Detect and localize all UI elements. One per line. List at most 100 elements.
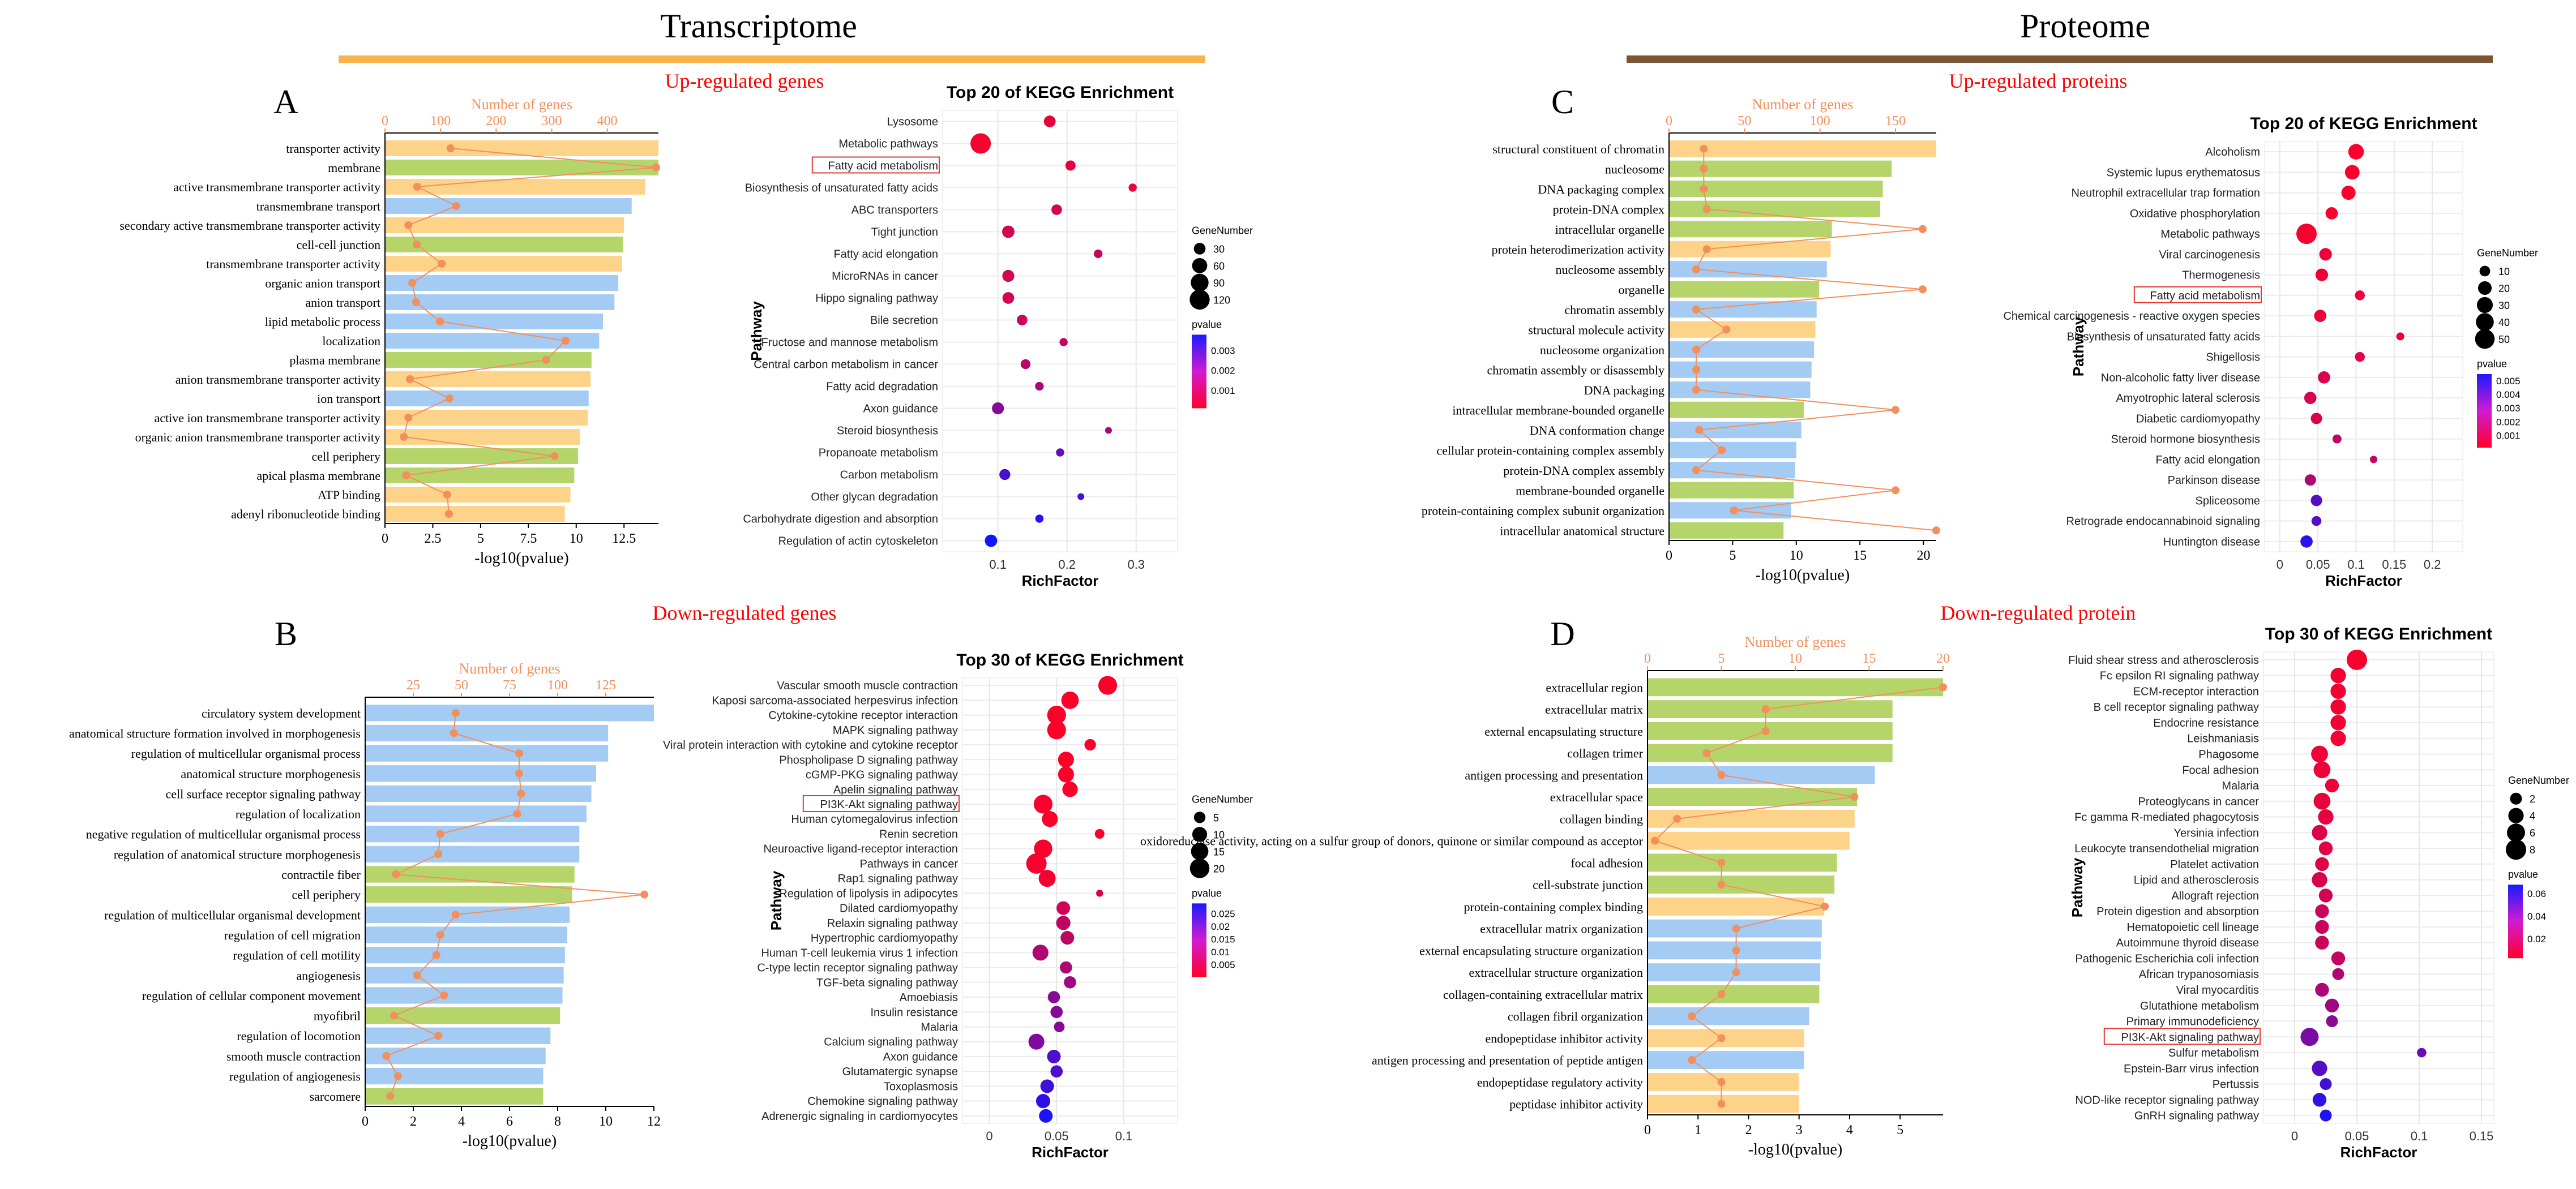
pathway-dot (2313, 761, 2331, 779)
panel-d-title: Down-regulated protein (1941, 602, 2136, 624)
x-tick-label: 0.15 (2382, 557, 2406, 572)
pathway-dot (1028, 1033, 1045, 1050)
pathway-label: Steroid biosynthesis (837, 425, 938, 437)
pathway-dot (1077, 493, 1085, 500)
top-tick-label: 100 (430, 114, 451, 128)
go-term-label: lipid metabolic process (265, 315, 380, 329)
pathway-dot (1084, 739, 1096, 751)
pathway-dot (1065, 160, 1076, 171)
pathway-dot (1034, 839, 1052, 858)
kegg-title: Top 30 of KEGG Enrichment (956, 651, 1183, 669)
plot-panel (942, 110, 1178, 552)
gene-count-point (406, 375, 414, 383)
go-bar (1648, 1051, 1804, 1070)
pathway-label: Lysosome (887, 116, 938, 128)
size-legend-label: 15 (1213, 846, 1225, 857)
go-term-label: structural constituent of chromatin (1492, 142, 1664, 156)
plot-panel (962, 677, 1178, 1124)
pathway-label: B cell receptor signaling pathway (2094, 701, 2259, 714)
color-legend-bar (1192, 334, 1206, 409)
x-tick-label: 20 (1917, 548, 1931, 563)
size-legend-dot (1191, 273, 1209, 292)
go-bar (365, 906, 570, 923)
pathway-dot (2325, 998, 2339, 1012)
pathway-dot (1002, 225, 1015, 238)
size-legend-label: 60 (1213, 260, 1225, 272)
pathway-label: Viral myocarditis (2176, 984, 2259, 997)
go-bar (1669, 140, 1936, 157)
color-legend-label: 0.02 (2527, 934, 2546, 945)
size-legend-dot (2510, 792, 2522, 805)
color-legend-bar (1192, 903, 1206, 977)
pathway-dot (1033, 795, 1053, 814)
gene-count-point (1702, 245, 1711, 254)
pathway-dot (2355, 290, 2365, 301)
secondary-axis-title: Number of genes (459, 660, 560, 677)
pathway-dot (1056, 916, 1071, 930)
gene-count-point (1692, 305, 1700, 314)
size-legend-title: GeneNumber (1192, 225, 1253, 236)
gene-count-point (1692, 345, 1700, 354)
top-tick-label: 0 (1644, 651, 1651, 666)
pathway-label: Toxoplasmosis (884, 1080, 958, 1093)
go-bar (385, 198, 632, 214)
x-tick-label: 10 (570, 531, 583, 546)
kegg-dot-plot-d: Top 30 of KEGG Enrichment 0 0.05 0.1 0.15 Flu… (2068, 625, 2569, 1161)
pathway-dot (2331, 951, 2346, 965)
pathway-label: Human cytomegalovirus infection (791, 813, 958, 826)
pathway-label: Carbohydrate digestion and absorption (743, 513, 938, 526)
go-term-label: DNA packaging (1584, 383, 1664, 397)
size-legend-dot (1189, 859, 1210, 878)
go-term-label: DNA conformation change (1530, 423, 1664, 437)
pathway-dot (1035, 381, 1044, 391)
gene-count-point (550, 452, 559, 460)
gene-count-point (438, 260, 446, 268)
x-tick-label: 0.1 (2347, 557, 2365, 572)
pathway-dot (1035, 514, 1044, 523)
pathway-label: Focal adhesion (2182, 764, 2259, 776)
color-legend-label: 0.003 (2496, 403, 2521, 414)
go-bar-chart-b: circulatory system development anatomical… (69, 660, 661, 1150)
pathway-label: Parkinson disease (2168, 474, 2260, 487)
color-legend-label: 0.005 (1211, 960, 1235, 971)
kegg-title: Top 20 of KEGG Enrichment (2250, 114, 2477, 133)
gene-count-point (1717, 990, 1726, 998)
gene-count-line (403, 148, 657, 514)
pathway-dot (1047, 1049, 1061, 1063)
pathway-label: Steroid hormone biosynthesis (2111, 433, 2260, 446)
go-term-label: extracellular space (1550, 790, 1643, 804)
go-term-label: localization (322, 334, 380, 348)
color-legend-label: 0.003 (1211, 346, 1235, 357)
pathway-label: Neuroactive ligand-receptor interaction (763, 843, 958, 856)
pathway-dot (1094, 829, 1105, 839)
go-term-label: membrane-bounded organelle (1516, 483, 1664, 497)
highlight-box (802, 795, 960, 812)
x-tick-label: 0.05 (1045, 1129, 1069, 1143)
pathway-dot (2315, 857, 2329, 872)
go-term-label: protein-DNA complex assembly (1503, 463, 1664, 478)
x-tick-label: 0.1 (989, 557, 1007, 572)
pathway-dot (1128, 183, 1137, 192)
proteome-header: Proteome (2020, 7, 2150, 45)
top-tick-label: 150 (1885, 114, 1906, 128)
pathway-dot (2326, 1015, 2338, 1028)
x-tick-label: 0 (1666, 548, 1672, 563)
pathway-label: Bile secretion (870, 315, 938, 327)
go-bar (1648, 875, 1835, 894)
size-legend-label: 4 (2530, 810, 2535, 822)
go-term-label: sarcomere (310, 1089, 361, 1104)
pathway-label: Leishmaniasis (2187, 733, 2259, 745)
pathway-label: Lipid and atherosclerosis (2134, 874, 2259, 887)
go-term-label: DNA packaging complex (1538, 182, 1664, 196)
go-bar (385, 256, 622, 272)
pathway-dot (1093, 249, 1103, 259)
x-tick-label: 12 (647, 1114, 661, 1129)
go-term-label: cell periphery (292, 888, 361, 902)
go-bar (1669, 422, 1802, 439)
gene-count-point (542, 356, 550, 364)
gene-count-point (382, 1051, 391, 1060)
go-bar (1669, 482, 1794, 499)
top-tick-label: 75 (503, 678, 516, 693)
pathway-label: Chemokine signaling pathway (807, 1096, 958, 1108)
gene-count-point (1717, 771, 1726, 779)
